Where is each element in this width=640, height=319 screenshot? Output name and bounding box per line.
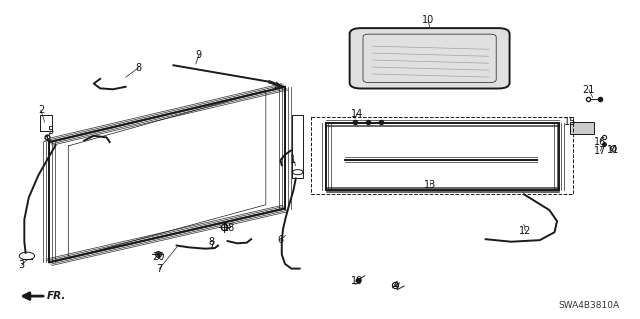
Text: 6: 6 <box>277 235 284 245</box>
Text: 8: 8 <box>135 63 141 73</box>
Text: 8: 8 <box>209 237 215 247</box>
Text: FR.: FR. <box>47 291 67 301</box>
Text: 7: 7 <box>156 263 163 274</box>
Text: 3: 3 <box>19 260 25 271</box>
Text: 21: 21 <box>583 85 595 95</box>
FancyBboxPatch shape <box>349 28 509 88</box>
Text: 17: 17 <box>594 146 607 156</box>
Text: 20: 20 <box>152 252 165 262</box>
Text: 7: 7 <box>209 241 215 250</box>
Text: 15: 15 <box>564 116 576 127</box>
Text: 16: 16 <box>595 137 607 147</box>
Text: SWA4B3810A: SWA4B3810A <box>558 301 620 310</box>
Text: 9: 9 <box>196 50 202 60</box>
Text: 19: 19 <box>351 276 363 286</box>
Text: 11: 11 <box>607 145 620 155</box>
Text: 1: 1 <box>290 154 296 165</box>
Polygon shape <box>570 122 594 134</box>
Text: 12: 12 <box>519 226 531 236</box>
Text: 10: 10 <box>422 15 435 26</box>
Text: 2: 2 <box>38 106 44 115</box>
Text: 5: 5 <box>47 126 54 136</box>
Text: 14: 14 <box>351 109 363 119</box>
Text: 13: 13 <box>424 181 436 190</box>
Text: 4: 4 <box>392 281 398 291</box>
Text: 18: 18 <box>223 223 235 234</box>
